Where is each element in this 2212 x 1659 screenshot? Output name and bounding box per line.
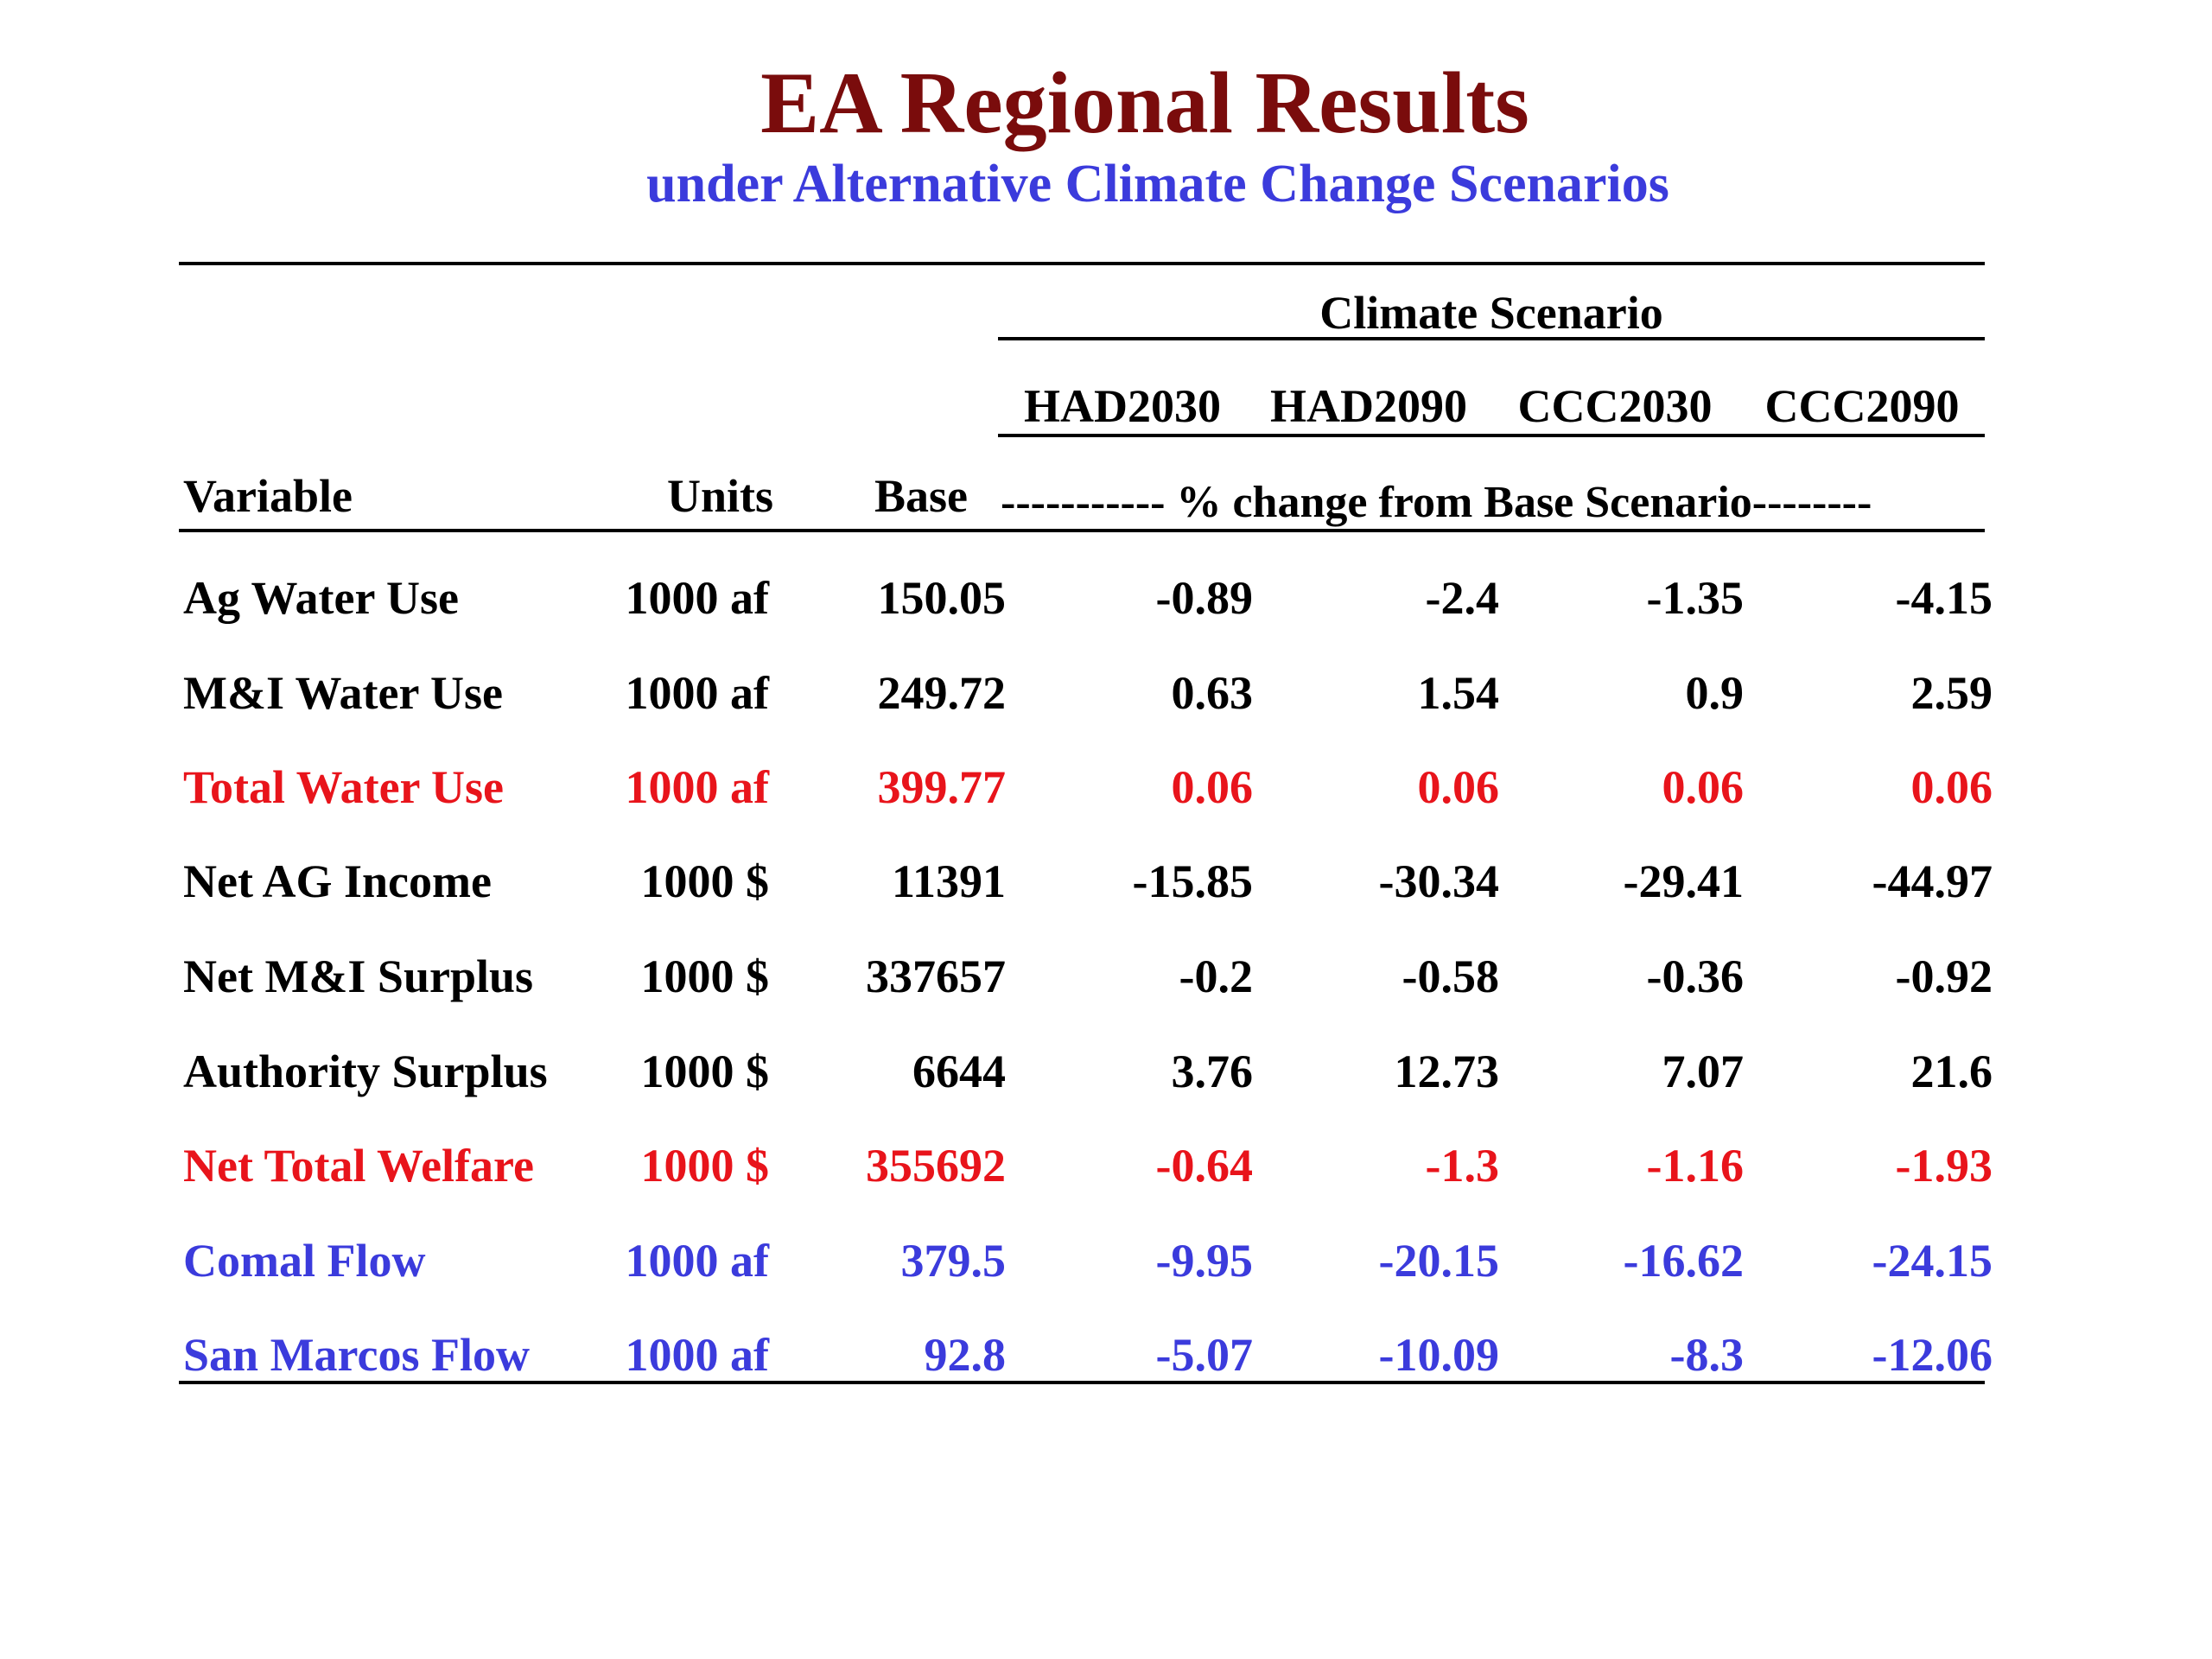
row-base: 355692 [866, 1140, 1006, 1192]
row-base: 150.05 [877, 572, 1007, 624]
row-units: 1000 $ [640, 1046, 770, 1097]
row-value-had2090: -1.3 [1425, 1140, 1499, 1192]
row-base: 6644 [912, 1046, 1006, 1097]
row-value-had2090: 12.73 [1394, 1046, 1500, 1097]
slide-title: EA Regional Results [760, 54, 1529, 152]
row-units: 1000 $ [640, 950, 770, 1002]
row-value-ccc2090: 2.59 [1910, 667, 1993, 719]
row-value-ccc2030: -8.3 [1669, 1329, 1744, 1381]
row-variable: Net M&I Surplus [183, 950, 534, 1002]
row-value-ccc2090: 0.06 [1910, 761, 1993, 813]
row-value-had2030: -0.2 [1179, 950, 1253, 1002]
row-variable: Net Total Welfare [183, 1140, 534, 1192]
row-base: 379.5 [900, 1235, 1007, 1287]
scenario-header-ccc2030: CCC2030 [1517, 380, 1713, 432]
table-top-rule [179, 262, 1985, 265]
row-base: 249.72 [877, 667, 1007, 719]
row-value-ccc2030: -29.41 [1623, 855, 1744, 907]
row-value-had2030: 3.76 [1171, 1046, 1254, 1097]
row-value-had2030: -9.95 [1155, 1235, 1253, 1287]
row-value-ccc2090: -4.15 [1895, 572, 1993, 624]
row-value-ccc2030: -1.35 [1646, 572, 1744, 624]
row-units: 1000 af [625, 1235, 769, 1287]
row-units: 1000 af [625, 572, 769, 624]
row-base: 337657 [866, 950, 1006, 1002]
row-variable: Net AG Income [183, 855, 492, 907]
row-units: 1000 af [625, 1329, 769, 1381]
row-value-had2030: -0.64 [1155, 1140, 1253, 1192]
row-value-had2030: 0.63 [1171, 667, 1254, 719]
row-value-ccc2090: -0.92 [1895, 950, 1993, 1002]
row-value-ccc2030: -16.62 [1623, 1235, 1744, 1287]
row-units: 1000 af [625, 761, 769, 813]
row-variable: M&I Water Use [183, 667, 503, 719]
row-value-ccc2030: 0.06 [1662, 761, 1745, 813]
scenario-header-had2090: HAD2090 [1270, 380, 1467, 432]
row-base: 92.8 [924, 1329, 1007, 1381]
row-base: 11391 [891, 855, 1006, 907]
row-variable: Comal Flow [183, 1235, 426, 1287]
row-value-had2030: -0.89 [1155, 572, 1253, 624]
row-variable: Authority Surplus [183, 1046, 548, 1097]
column-header-units: Units [666, 470, 773, 522]
row-value-ccc2090: -1.93 [1895, 1140, 1993, 1192]
row-value-ccc2030: -0.36 [1646, 950, 1744, 1002]
column-header-rule [179, 529, 1985, 532]
row-base: 399.77 [877, 761, 1007, 813]
row-value-had2090: 1.54 [1417, 667, 1500, 719]
row-value-ccc2090: -24.15 [1872, 1235, 1993, 1287]
row-value-had2090: -2.4 [1425, 572, 1499, 624]
row-units: 1000 $ [640, 855, 770, 907]
column-header-base: Base [874, 470, 968, 522]
row-value-had2090: -20.15 [1378, 1235, 1499, 1287]
row-value-had2090: -30.34 [1378, 855, 1499, 907]
row-value-had2030: -15.85 [1132, 855, 1253, 907]
row-value-ccc2090: -44.97 [1872, 855, 1993, 907]
column-header-variable: Variable [183, 470, 353, 522]
row-variable: Ag Water Use [183, 572, 459, 624]
row-value-ccc2090: 21.6 [1910, 1046, 1993, 1097]
scenario-header-ccc2090: CCC2090 [1764, 380, 1960, 432]
row-value-had2030: -5.07 [1155, 1329, 1253, 1381]
row-units: 1000 af [625, 667, 769, 719]
scenario-header-rule [998, 434, 1985, 437]
row-value-had2090: -10.09 [1378, 1329, 1499, 1381]
row-variable: Total Water Use [183, 761, 505, 813]
row-value-had2090: 0.06 [1417, 761, 1500, 813]
row-value-ccc2030: 0.9 [1685, 667, 1745, 719]
slide-subtitle: under Alternative Climate Change Scenari… [646, 155, 1669, 213]
climate-scenario-header: Climate Scenario [1319, 287, 1663, 339]
row-value-had2090: -0.58 [1402, 950, 1499, 1002]
row-value-ccc2030: 7.07 [1662, 1046, 1745, 1097]
row-units: 1000 $ [640, 1140, 770, 1192]
row-value-ccc2090: -12.06 [1872, 1329, 1993, 1381]
row-value-had2030: 0.06 [1171, 761, 1254, 813]
pct-change-header: ----------- % change from Base Scenario-… [1001, 478, 1872, 527]
row-variable: San Marcos Flow [183, 1329, 530, 1381]
row-value-ccc2030: -1.16 [1646, 1140, 1744, 1192]
group-header-rule [998, 337, 1985, 340]
scenario-header-had2030: HAD2030 [1024, 380, 1221, 432]
table-bottom-rule [179, 1381, 1985, 1384]
